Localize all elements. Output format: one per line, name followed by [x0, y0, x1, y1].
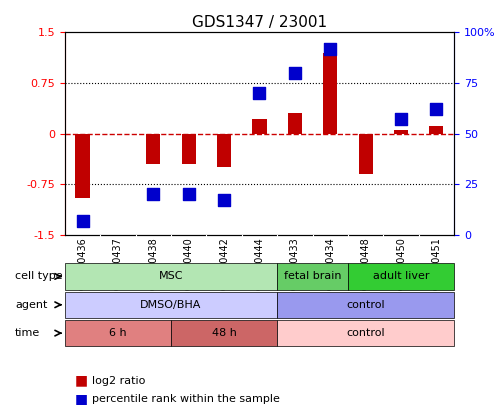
Point — [220, 197, 228, 204]
Bar — [75, 134, 90, 198]
Point — [326, 45, 334, 52]
Text: GSM60448: GSM60448 — [361, 237, 371, 290]
Text: adult liver: adult liver — [373, 271, 429, 281]
Text: ■: ■ — [75, 374, 88, 388]
Title: GDS1347 / 23001: GDS1347 / 23001 — [192, 15, 327, 30]
Text: GSM60444: GSM60444 — [254, 237, 264, 290]
Point — [433, 106, 441, 113]
Text: control: control — [346, 300, 385, 310]
Text: ■: ■ — [75, 392, 88, 405]
Text: GSM60442: GSM60442 — [219, 237, 229, 290]
Bar — [429, 126, 444, 134]
Bar — [217, 134, 231, 167]
Text: GSM60438: GSM60438 — [148, 237, 158, 290]
Point — [78, 217, 86, 224]
Bar — [182, 134, 196, 164]
Text: GSM60436: GSM60436 — [77, 237, 87, 290]
Text: DMSO/BHA: DMSO/BHA — [140, 300, 202, 310]
Text: 48 h: 48 h — [212, 328, 237, 338]
Text: cell type: cell type — [15, 271, 62, 281]
Point — [255, 90, 263, 96]
Bar — [394, 130, 408, 134]
Text: control: control — [346, 328, 385, 338]
Text: agent: agent — [15, 300, 47, 310]
Text: GSM60433: GSM60433 — [290, 237, 300, 290]
Bar — [288, 113, 302, 134]
Point — [149, 191, 157, 198]
Text: percentile rank within the sample: percentile rank within the sample — [92, 394, 280, 404]
Text: GSM60437: GSM60437 — [113, 237, 123, 290]
Text: GSM60434: GSM60434 — [325, 237, 335, 290]
Point — [291, 70, 299, 76]
Text: GSM60451: GSM60451 — [432, 237, 442, 290]
Point — [397, 116, 405, 123]
Bar — [359, 134, 373, 174]
Text: GSM60450: GSM60450 — [396, 237, 406, 290]
Text: time: time — [15, 328, 40, 338]
Bar — [252, 119, 266, 134]
Bar — [146, 134, 160, 164]
Text: 6 h: 6 h — [109, 328, 127, 338]
Text: log2 ratio: log2 ratio — [92, 376, 146, 386]
Text: GSM60440: GSM60440 — [184, 237, 194, 290]
Text: fetal brain: fetal brain — [284, 271, 341, 281]
Text: MSC: MSC — [159, 271, 183, 281]
Bar — [323, 53, 337, 134]
Point — [185, 191, 193, 198]
